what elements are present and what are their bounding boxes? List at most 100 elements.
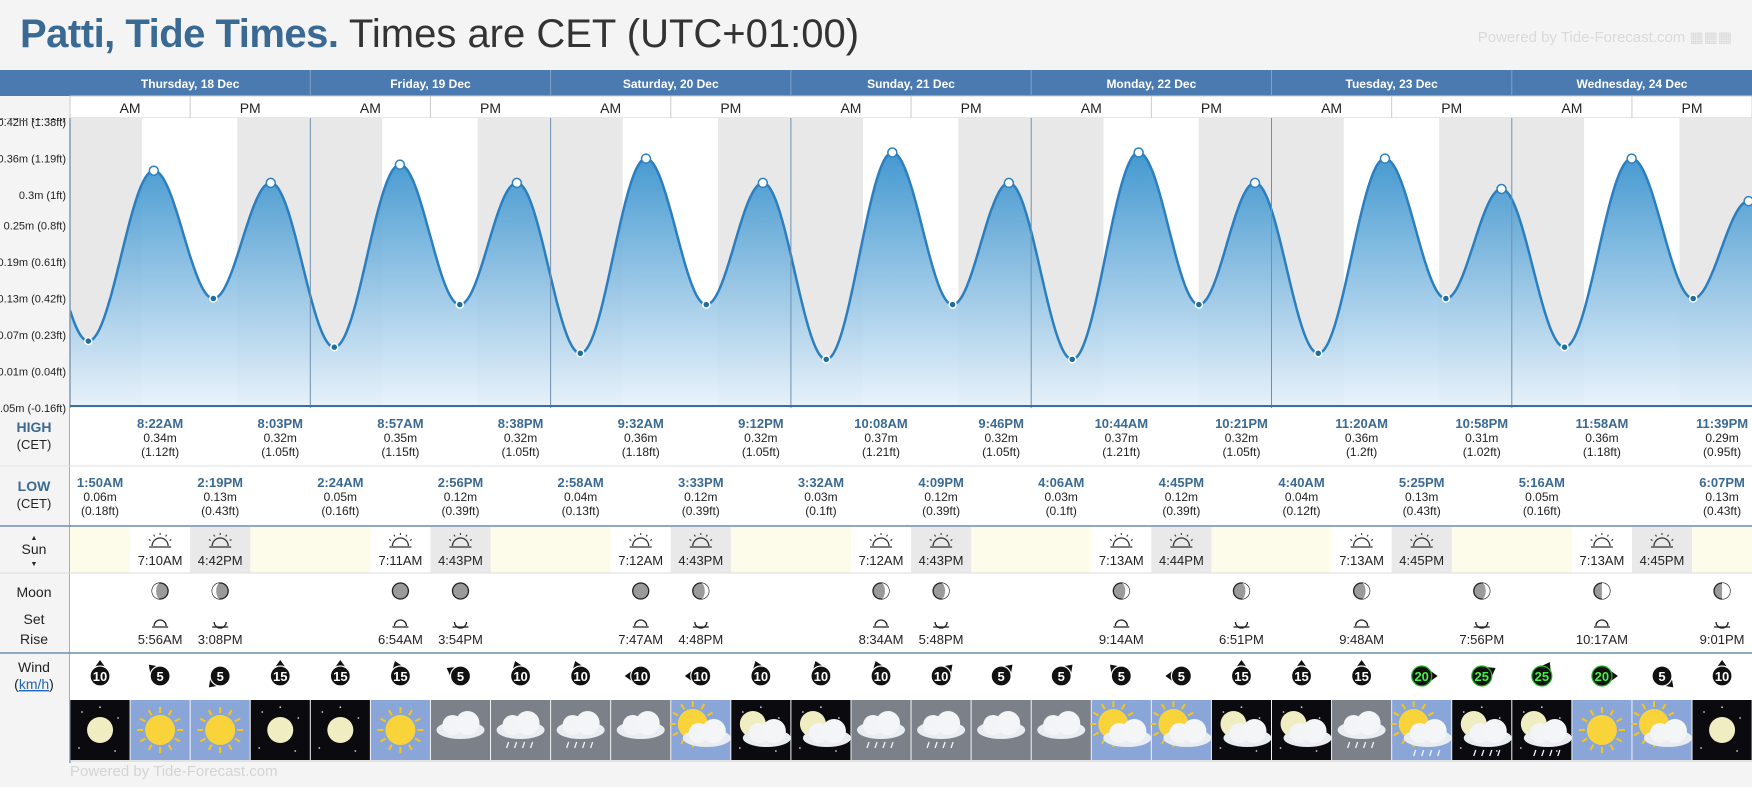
sunset-ray xyxy=(229,539,232,541)
sunrise-4: 7:13AM xyxy=(1099,533,1144,568)
wind-speed-0: 10 xyxy=(93,669,107,684)
y-tick-label-7: 0.07m (0.23ft) xyxy=(0,330,66,342)
wind-20: 15 xyxy=(1290,660,1313,687)
sun-ray xyxy=(1393,731,1400,737)
cloud-puff xyxy=(1122,719,1147,743)
moon-time-2: 6:54AM xyxy=(378,632,423,647)
star xyxy=(1519,747,1522,749)
tide-time-26: 6:07PM xyxy=(1699,475,1745,490)
star xyxy=(258,747,261,749)
sunrise-ray xyxy=(633,534,636,537)
tide-height-m-18: 0.12m xyxy=(1165,490,1198,504)
tide-height-ft-23: (1.02ft) xyxy=(1463,445,1501,459)
cloud-puff xyxy=(701,719,726,743)
sun-ray xyxy=(1589,709,1595,716)
cloud-puff xyxy=(1242,719,1267,743)
powered-by-bottom[interactable]: Powered by Tide-Forecast.com xyxy=(70,763,1752,787)
tide-time-23: 10:58PM xyxy=(1455,416,1508,431)
wind-18: 5 xyxy=(1165,665,1192,687)
tide-height-ft-24: (0.16ft) xyxy=(1523,504,1561,518)
sunset-icon xyxy=(1172,537,1191,547)
wind-14: 10 xyxy=(930,664,953,687)
sunrise-icon xyxy=(1352,537,1371,547)
cloud-icon xyxy=(1103,719,1152,747)
wind-unit-link[interactable]: km/h xyxy=(19,676,49,692)
tide-height-ft-15: (1.05ft) xyxy=(982,445,1020,459)
high-tide-point-17 xyxy=(1133,147,1144,158)
moon-lit-part xyxy=(212,583,221,599)
moonset-icon xyxy=(453,621,468,629)
star xyxy=(838,717,840,719)
sun-ray xyxy=(1616,737,1623,743)
tide-height-m-25: 0.36m xyxy=(1585,431,1618,445)
high-tide-point-13 xyxy=(887,147,898,158)
sun-ray xyxy=(167,709,173,716)
sunrise-icon xyxy=(632,537,650,547)
day-header-bar xyxy=(0,70,1752,96)
tide-height-m-27: 0.29m xyxy=(1705,431,1738,445)
low-tide-point-26 xyxy=(1688,294,1698,303)
tide-height-ft-27: (0.95ft) xyxy=(1703,445,1741,459)
low-row-label: LOW xyxy=(18,478,51,494)
sunset-time-5: 4:45PM xyxy=(1399,553,1444,568)
tide-height-m-22: 0.13m xyxy=(1405,490,1438,504)
tide-time-8: 2:58AM xyxy=(558,475,604,490)
sun-ray xyxy=(672,711,679,717)
moon-lit-part xyxy=(1481,583,1490,599)
star xyxy=(1222,711,1225,713)
powered-by-top[interactable]: Powered by Tide-Forecast.com ▦▦▦ xyxy=(1477,29,1732,46)
sunrise-ray xyxy=(890,539,893,541)
tide-time-27: 11:39PM xyxy=(1696,416,1748,431)
y-tick-label-2: 0.36m (1.19ft) xyxy=(0,154,66,166)
powered-by-bottom-text[interactable]: Powered by Tide-Forecast.com xyxy=(70,763,278,780)
wind-arrow-icon xyxy=(1610,670,1618,681)
cloud-puff xyxy=(1182,719,1207,743)
moonset-icon xyxy=(1715,621,1729,629)
wind-25: 20 xyxy=(1591,665,1618,687)
tide-height-m-4: 0.05m xyxy=(324,490,357,504)
rain-drop xyxy=(574,741,578,749)
low-tide-point-4 xyxy=(330,342,339,352)
tide-height-m-23: 0.31m xyxy=(1465,431,1498,445)
powered-by-top-text[interactable]: Powered by Tide-Forecast.com xyxy=(1477,29,1686,46)
weather-cell-25 xyxy=(1572,700,1632,760)
wind-disc xyxy=(329,665,351,687)
star xyxy=(1558,717,1561,719)
day-header-3: Sunday, 21 Dec xyxy=(867,77,955,91)
rain-drop xyxy=(942,741,946,749)
cloud-puff xyxy=(515,711,540,735)
sun-ray xyxy=(680,703,686,710)
star xyxy=(357,717,360,719)
moon-time-13: 9:01PM xyxy=(1700,632,1745,647)
wind-disc xyxy=(930,665,952,687)
rain-drop xyxy=(521,741,526,749)
wind-arrow-head xyxy=(1236,660,1247,667)
weather-cell-14 xyxy=(911,700,971,760)
sun-ray xyxy=(234,737,241,743)
star xyxy=(1459,747,1462,749)
high-tide-point-15 xyxy=(1003,177,1015,189)
tide-height-m-6: 0.12m xyxy=(444,490,477,504)
sunset-ray xyxy=(465,534,468,537)
wind-speed-13: 10 xyxy=(874,669,888,684)
wind-row-label: Wind xyxy=(18,659,50,675)
rain-drop xyxy=(1497,749,1501,757)
weather-cell-4 xyxy=(310,700,370,760)
cloud-icon xyxy=(1337,711,1386,739)
tide-time-21: 11:20AM xyxy=(1335,416,1388,431)
star xyxy=(1736,750,1738,752)
moon-lit-part xyxy=(700,583,709,599)
high-row-tz: (CET) xyxy=(17,437,52,452)
wind-disc xyxy=(1230,665,1253,687)
wind-disc xyxy=(449,665,472,687)
tide-height-m-17: 0.37m xyxy=(1105,431,1138,445)
wind-26: 5 xyxy=(1651,665,1674,688)
cloud-puff xyxy=(936,711,961,735)
cloud-puff xyxy=(1302,719,1327,743)
